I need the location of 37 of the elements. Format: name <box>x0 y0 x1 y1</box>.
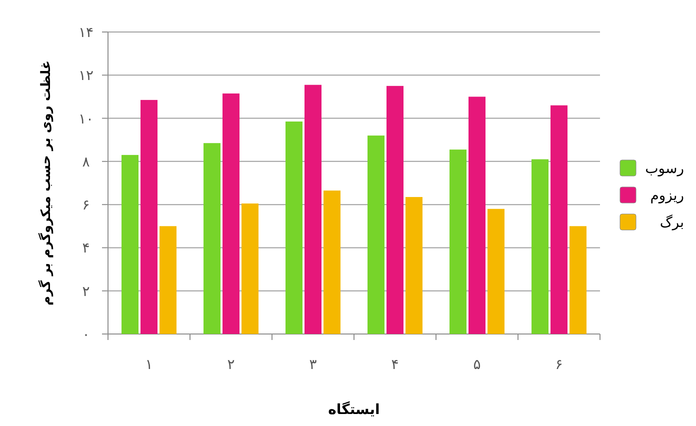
bar <box>450 150 466 334</box>
bar <box>488 208 504 334</box>
x-tick-label: ۵ <box>473 357 481 373</box>
x-tick-label: ۱ <box>145 357 153 373</box>
bar <box>570 226 586 334</box>
bar <box>304 84 322 334</box>
y-tick-label: ۶ <box>82 198 90 214</box>
legend-label: ریزوم <box>650 188 684 204</box>
x-tick-label: ۳ <box>309 357 318 373</box>
y-tick-label: ۰ <box>82 327 90 343</box>
bar <box>406 197 422 334</box>
x-tick-label: ۲ <box>227 357 235 373</box>
legend-label: برگ <box>660 214 684 231</box>
y-tick-label: ۱۰ <box>78 111 94 128</box>
y-axis-title: غلظت روی بر حسب میکروگرم بر گرم <box>38 60 54 306</box>
legend-label: رسوب <box>645 161 684 177</box>
bar <box>368 136 384 334</box>
bar <box>532 159 548 334</box>
y-tick-label: ۱۲ <box>78 68 94 84</box>
bar <box>140 100 158 334</box>
bar <box>242 203 258 334</box>
bar <box>324 190 340 334</box>
y-tick-label: ۸ <box>82 154 90 170</box>
bar <box>204 143 220 334</box>
y-tick-label: ۴ <box>82 240 90 257</box>
bar <box>222 93 240 334</box>
bar <box>550 105 568 334</box>
y-tick-label: ۲ <box>82 284 90 300</box>
bar <box>468 96 486 334</box>
x-axis-title: ایستگاه <box>328 401 380 418</box>
y-tick-label: ۱۴ <box>78 25 94 41</box>
bar <box>286 122 302 334</box>
x-tick-label: ۴ <box>391 357 399 373</box>
bar <box>386 86 404 334</box>
x-tick-label: ۶ <box>555 357 563 373</box>
bar <box>122 154 138 334</box>
bar <box>160 226 176 334</box>
